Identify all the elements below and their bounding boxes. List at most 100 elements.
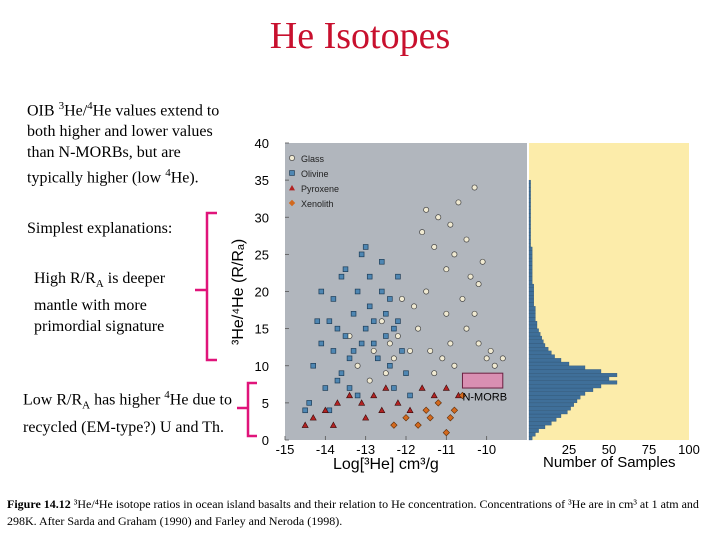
x-axis-label: Log[³He] cm³/g — [333, 456, 439, 473]
histogram-bar — [528, 313, 536, 318]
histogram-bar — [528, 380, 618, 385]
pyroxene-point — [329, 421, 337, 428]
pyroxene-point — [333, 399, 341, 406]
glass-point — [459, 295, 466, 302]
glass-point — [394, 333, 401, 339]
xenolith-point — [414, 421, 422, 429]
histogram-bar — [528, 254, 533, 259]
histogram-bar — [528, 376, 610, 381]
pyroxene-point — [358, 399, 366, 406]
histogram-bar — [528, 179, 531, 184]
glass-point — [431, 370, 438, 377]
histogram-bar — [528, 354, 555, 359]
glass-point — [491, 362, 498, 369]
histogram-bar — [528, 335, 542, 340]
histogram-axis-label: Number of Samples — [543, 454, 676, 471]
histogram-bar — [528, 291, 534, 296]
olivine-point — [314, 318, 321, 324]
histogram-bar — [528, 265, 533, 270]
olivine-point — [346, 385, 353, 391]
xenolith-point — [458, 391, 467, 400]
histogram-bar — [528, 350, 552, 355]
he-isotope-figure: N-MORB Glass Olivine Pyroxene Xenolith 0 5 10… — [230, 136, 700, 473]
olivine-point — [407, 392, 413, 399]
glass-point — [443, 310, 450, 317]
xenolith-point — [402, 414, 410, 422]
histogram-bar — [528, 424, 546, 430]
glass-point — [451, 251, 458, 258]
pyroxene-point — [406, 406, 414, 413]
pyroxene-point — [321, 406, 329, 413]
glass-point — [471, 310, 478, 317]
glass-point — [419, 229, 426, 236]
histogram-bar — [528, 428, 539, 433]
legend-label: Xenolith — [301, 199, 334, 209]
y-tick-label: 0 — [262, 433, 269, 448]
olivine-point — [302, 407, 308, 414]
histogram-bar — [528, 280, 533, 285]
y-tick-label: 15 — [255, 322, 269, 337]
legend-label: Olivine — [301, 169, 329, 179]
olivine-point — [326, 318, 333, 324]
y-axis-label: ³He/⁴He (R/Rₐ) — [230, 239, 247, 345]
glass-point — [451, 362, 458, 369]
pyroxene-point — [418, 384, 426, 391]
pyroxene-point — [370, 391, 378, 399]
olivine-point — [370, 340, 377, 347]
histogram-bar — [528, 395, 581, 400]
glass-point — [463, 236, 470, 243]
pyroxene-point — [301, 421, 309, 428]
histogram-bar — [528, 213, 531, 218]
histogram-bar — [528, 235, 531, 240]
glass-point — [499, 355, 506, 362]
olivine-point — [358, 251, 365, 258]
olivine-point — [346, 355, 353, 362]
histogram-tick-label: 100 — [678, 442, 700, 457]
histogram-bar — [528, 250, 533, 255]
glass-point — [415, 325, 422, 332]
olivine-point — [358, 340, 365, 347]
olivine-point — [395, 318, 401, 324]
histogram-bar — [528, 224, 531, 229]
histogram-bar — [528, 298, 534, 303]
histogram-bar — [528, 198, 531, 203]
glass-point — [443, 266, 450, 273]
histogram-bar — [528, 205, 531, 210]
y-tick-label: 30 — [255, 210, 269, 225]
legend-olivine-marker — [289, 170, 295, 176]
histogram-bar — [528, 283, 534, 288]
low-ratio-explanation: Low R/RA has higher 4He due to recycled … — [23, 389, 232, 436]
histogram-bar — [528, 231, 531, 236]
olivine-point — [379, 259, 385, 265]
glass-point — [447, 340, 454, 347]
y-tick-label: 20 — [255, 285, 269, 300]
glass-point — [463, 325, 470, 332]
histogram-bar — [528, 276, 533, 281]
olivine-point — [362, 325, 369, 332]
olivine-point — [338, 273, 345, 280]
glass-point — [487, 347, 494, 354]
histogram-bar — [528, 202, 531, 207]
histogram-bar — [528, 421, 552, 426]
histogram-bar — [528, 387, 594, 392]
pyroxene-point — [309, 414, 317, 421]
glass-point — [370, 347, 377, 354]
histogram-bar — [528, 328, 539, 333]
olivine-point — [395, 273, 401, 280]
olivine-point — [387, 363, 393, 369]
pyroxene-point — [394, 399, 402, 406]
pyroxene-point — [442, 384, 450, 391]
histogram-bar — [528, 321, 538, 326]
histogram-bar — [528, 257, 533, 262]
glass-point — [439, 355, 446, 362]
olivine-point — [391, 385, 397, 391]
olivine-point — [310, 363, 316, 369]
histogram-tick-label: 50 — [602, 442, 616, 457]
histogram-bar — [528, 347, 549, 352]
legend-xenolith-marker — [288, 199, 296, 207]
glass-point — [467, 273, 474, 280]
glass-point — [455, 199, 462, 206]
legend-glass-marker — [289, 155, 295, 161]
histogram-bar — [528, 369, 602, 374]
olivine-point — [399, 348, 405, 354]
